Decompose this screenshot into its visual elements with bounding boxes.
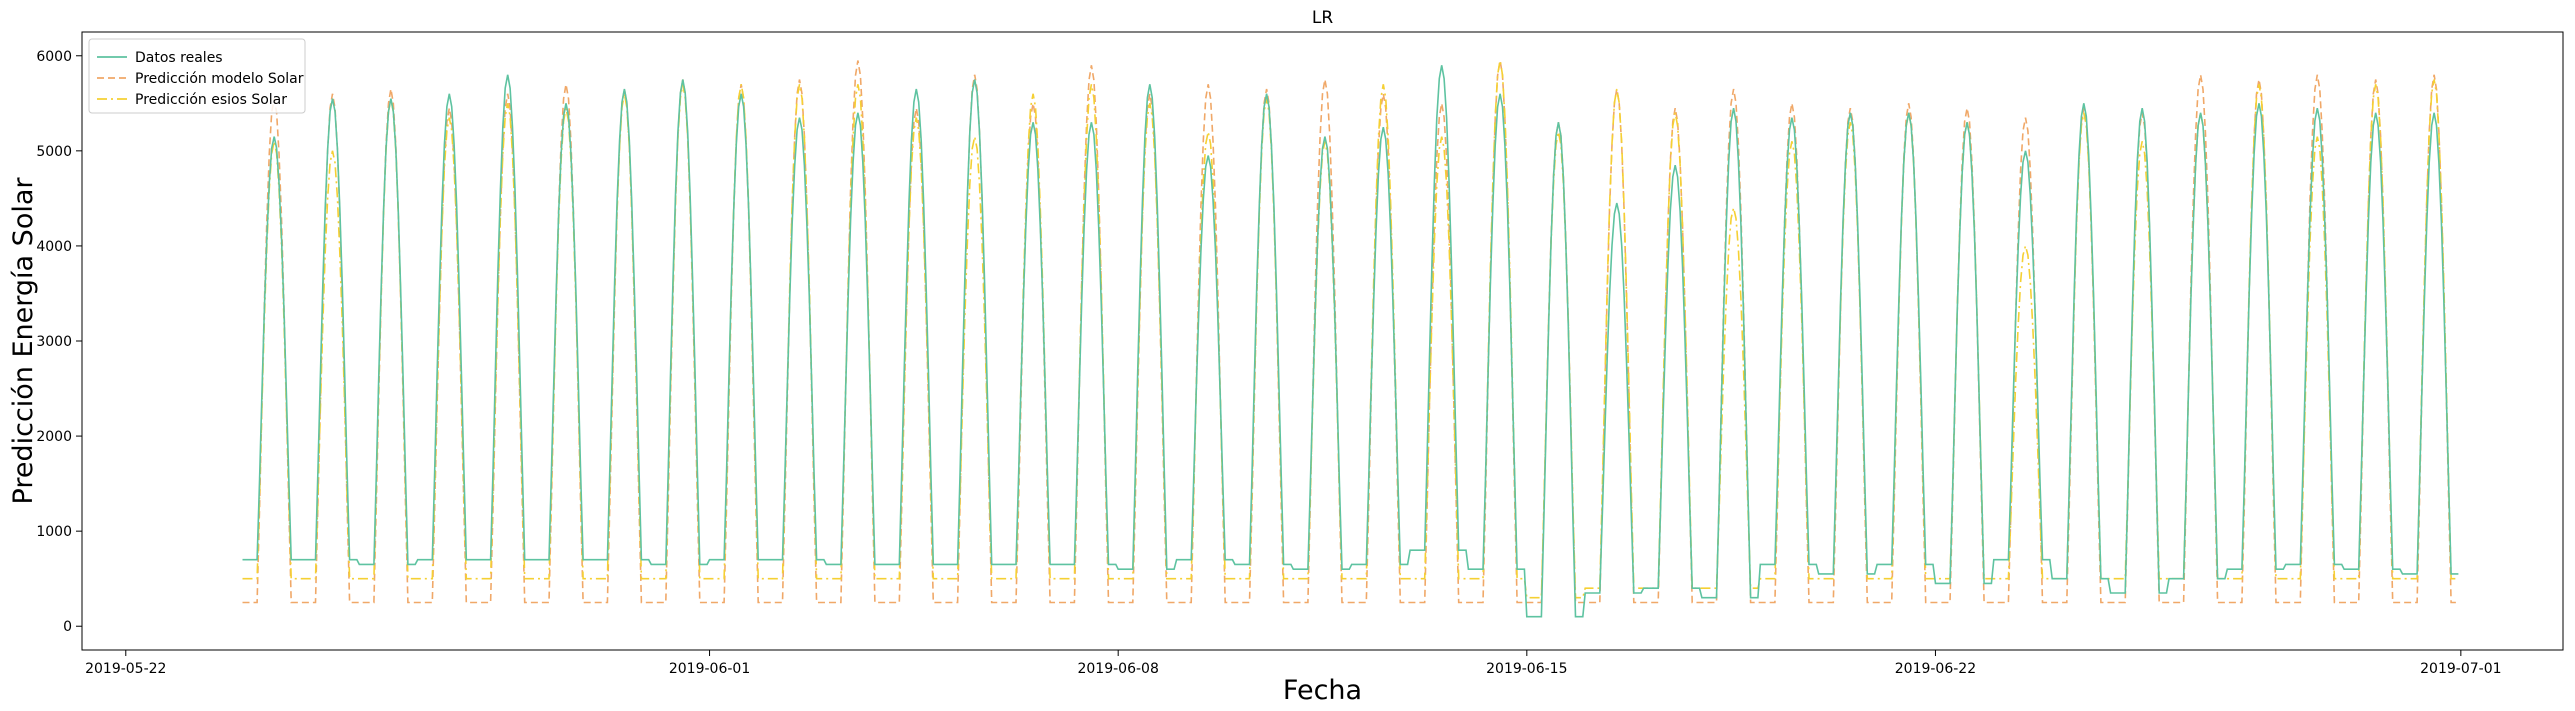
- y-axis-label: Predicción Energía Solar: [8, 177, 39, 505]
- x-tick-label: 2019-06-22: [1895, 661, 1976, 677]
- x-tick-label: 2019-06-08: [1077, 661, 1158, 677]
- x-axis-label: Fecha: [1283, 675, 1362, 706]
- x-tick-label: 2019-07-01: [2420, 661, 2501, 677]
- y-tick-label: 5000: [36, 144, 72, 160]
- y-tick-label: 1000: [36, 524, 72, 540]
- x-tick-label: 2019-06-15: [1486, 661, 1567, 677]
- legend: Datos reales Predicción modelo Solar Predi…: [88, 38, 306, 114]
- legend-box: [88, 38, 306, 114]
- plot-lines: [242, 60, 2459, 618]
- plot-area-frame: [81, 31, 2564, 651]
- x-tick-label: 2019-06-01: [669, 661, 750, 677]
- tick-labels: 2019-05-22 2019-06-01 2019-06-08 2019-06-15…: [36, 49, 2501, 677]
- legend-label: Predicción esios Solar: [135, 92, 287, 108]
- y-tick-label: 6000: [36, 49, 72, 65]
- legend-label: Predicción modelo Solar: [135, 71, 304, 87]
- chart-title: LR: [1312, 8, 1333, 28]
- y-tick-label: 2000: [36, 429, 72, 445]
- y-tick-label: 3000: [36, 334, 72, 350]
- y-tick-label: 4000: [36, 239, 72, 255]
- legend-label: Datos reales: [135, 50, 223, 66]
- series-line-0: [242, 65, 2459, 618]
- x-tick-label: 2019-05-22: [85, 661, 166, 677]
- y-tick-label: 0: [63, 619, 72, 635]
- tick-marks: [76, 55, 2462, 656]
